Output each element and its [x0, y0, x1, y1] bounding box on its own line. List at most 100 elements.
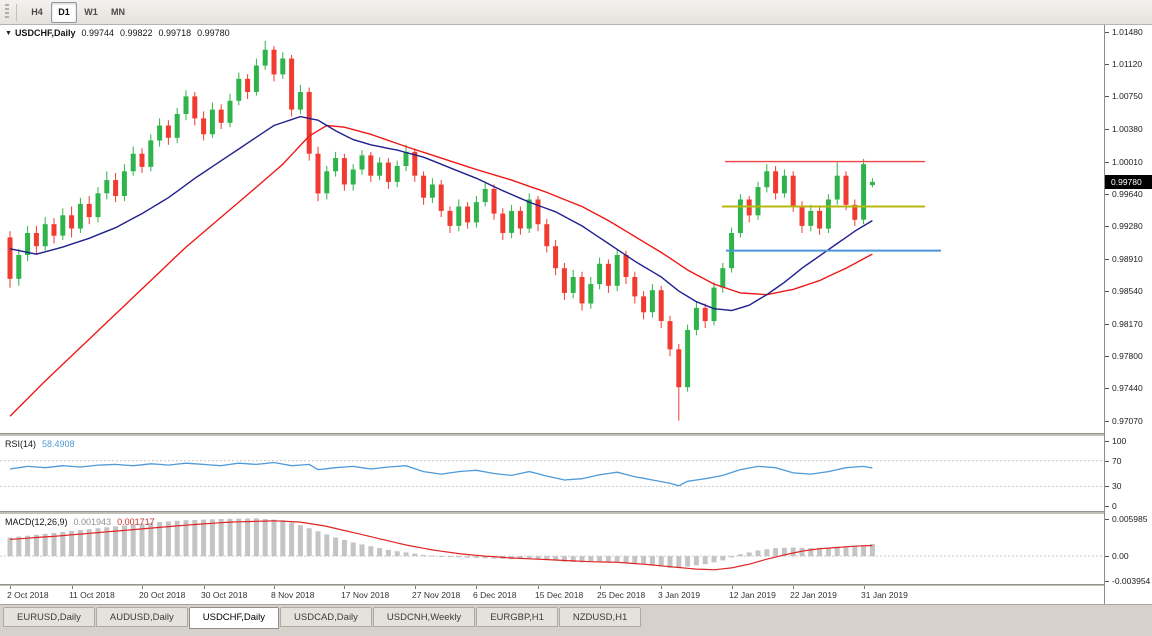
time-scale-label: 6 Dec 2018 — [473, 590, 517, 600]
price-scale-label: 0.98170 — [1112, 319, 1143, 329]
time-scale-label: 30 Oct 2018 — [201, 590, 248, 600]
macd-indicator-panel: MACD(12,26,9) 0.001943 0.001717 — [0, 514, 1104, 584]
time-scale-label: 2 Oct 2018 — [7, 590, 49, 600]
panel-splitter[interactable] — [0, 511, 1152, 514]
period-button-mn[interactable]: MN — [111, 6, 125, 17]
chart-tab-usdcnh-weekly[interactable]: USDCNH,Weekly — [372, 607, 476, 627]
time-scale-tick — [793, 586, 794, 589]
price-scale-tick — [1105, 96, 1109, 97]
main-chart-panel: ▼ USDCHF,Daily 0.99744 0.99822 0.99718 0.9978… — [0, 25, 1104, 433]
time-scale-tick — [732, 586, 733, 589]
price-scale-tick — [1105, 194, 1109, 195]
macd-label: MACD(12,26,9) 0.001943 0.001717 — [5, 517, 155, 527]
time-scale-tick — [661, 586, 662, 589]
price-scale-tick — [1105, 129, 1109, 130]
toolbar-grip-icon[interactable] — [5, 4, 9, 20]
price-scale[interactable]: 1.01480 1.01120 1.00750 1.00380 1.00010 0.996… — [1104, 25, 1152, 604]
chart-tab-nzdusd-h1[interactable]: NZDUSD,H1 — [558, 607, 642, 627]
price-scale-label: 1.00010 — [1112, 157, 1143, 167]
time-scale-label: 15 Dec 2018 — [535, 590, 584, 600]
price-scale-tick — [1105, 259, 1109, 260]
chart-tab-audusd-daily[interactable]: AUDUSD,Daily — [95, 607, 188, 627]
time-scale-label: 11 Oct 2018 — [69, 590, 115, 600]
time-scale-tick — [538, 586, 539, 589]
macd-chart-canvas[interactable] — [0, 514, 1104, 584]
price-scale-label: 0.97070 — [1112, 416, 1143, 426]
panel-splitter[interactable] — [0, 584, 1152, 586]
price-scale-label: 0.99280 — [1112, 221, 1143, 231]
rsi-label: RSI(14) 58.4908 — [5, 439, 75, 449]
rsi-value: 58.4908 — [42, 439, 75, 449]
rsi-scale-tick — [1105, 486, 1109, 487]
panel-splitter[interactable] — [0, 433, 1152, 436]
price-chart-canvas[interactable] — [0, 25, 1104, 433]
fast-ma-line — [9, 115, 873, 312]
macd-scale-tick — [1105, 519, 1109, 520]
price-scale-label: 1.01120 — [1112, 59, 1143, 69]
ohlc-low: 0.99718 — [158, 28, 192, 38]
time-scale-tick — [600, 586, 601, 589]
time-scale-tick — [415, 586, 416, 589]
macd-scale-tick — [1105, 581, 1109, 582]
period-button-d1[interactable]: D1 — [51, 1, 77, 23]
chart-tab-bar: EURUSD,Daily AUDUSD,Daily USDCHF,Daily USDC… — [0, 604, 1152, 636]
time-scale[interactable]: 2 Oct 2018 11 Oct 2018 20 Oct 2018 30 Oct 2… — [0, 586, 1104, 604]
time-scale-label: 20 Oct 2018 — [139, 590, 186, 600]
ohlc-close: 0.99780 — [197, 28, 230, 38]
period-button-w1[interactable]: W1 — [84, 6, 98, 17]
chart-tab-eurusd-daily[interactable]: EURUSD,Daily — [3, 607, 95, 627]
price-scale-label: 0.99640 — [1112, 189, 1143, 199]
time-scale-label: 12 Jan 2019 — [729, 590, 776, 600]
timeframe-buttons: H4 D1 W1 MN — [24, 1, 132, 23]
price-scale-label: 1.00750 — [1112, 91, 1143, 101]
rsi-scale-tick — [1105, 441, 1109, 442]
price-scale-tick — [1105, 388, 1109, 389]
period-button-h4[interactable]: H4 — [31, 6, 43, 17]
price-scale-label: 1.01480 — [1112, 27, 1143, 37]
macd-signal-line — [9, 520, 873, 571]
rsi-line — [9, 461, 873, 487]
rsi-name: RSI(14) — [5, 439, 37, 449]
chart-title: ▼ USDCHF,Daily 0.99744 0.99822 0.99718 0.9978… — [5, 28, 230, 38]
price-scale-tick — [1105, 162, 1109, 163]
time-scale-label: 3 Jan 2019 — [658, 590, 701, 600]
time-scale-label: 25 Dec 2018 — [597, 590, 646, 600]
chart-tab-eurgbp-h1[interactable]: EURGBP,H1 — [476, 607, 558, 627]
chart-tab-usdchf-daily[interactable]: USDCHF,Daily — [188, 607, 280, 629]
price-scale-label: 1.00380 — [1112, 124, 1143, 134]
time-scale-tick — [476, 586, 477, 589]
macd-signal-value: 0.001717 — [117, 517, 155, 527]
time-scale-label: 17 Nov 2018 — [341, 590, 390, 600]
time-scale-tick — [142, 586, 143, 589]
macd-main-value: 0.001943 — [73, 517, 112, 527]
macd-scale-label: 0.005985 — [1112, 514, 1148, 524]
price-scale-label: 0.97800 — [1112, 351, 1143, 361]
rsi-scale-label: 30 — [1112, 481, 1122, 491]
ohlc-high: 0.99822 — [120, 28, 153, 38]
timeframe-toolbar: H4 D1 W1 MN — [0, 0, 1152, 25]
time-scale-label: 22 Jan 2019 — [790, 590, 837, 600]
macd-scale-label: -0.003954 — [1112, 576, 1151, 586]
rsi-scale-tick — [1105, 461, 1109, 462]
price-scale-tick — [1105, 356, 1109, 357]
price-scale-label: 0.98910 — [1112, 254, 1143, 264]
time-scale-label: 27 Nov 2018 — [412, 590, 461, 600]
price-scale-tick — [1105, 64, 1109, 65]
ohlc-open: 0.99744 — [81, 28, 114, 38]
time-scale-tick — [344, 586, 345, 589]
current-price-badge: 0.99780 — [1105, 175, 1152, 189]
rsi-chart-canvas[interactable] — [0, 436, 1104, 511]
chart-marker-icon: ▼ — [5, 30, 12, 37]
time-scale-tick — [72, 586, 73, 589]
toolbar-separator — [16, 3, 17, 21]
price-scale-tick — [1105, 324, 1109, 325]
time-scale-tick — [10, 586, 11, 589]
chart-symbol-label: USDCHF,Daily — [14, 28, 76, 38]
price-scale-tick — [1105, 226, 1109, 227]
price-scale-label: 0.98540 — [1112, 286, 1143, 296]
price-scale-label: 0.97440 — [1112, 383, 1143, 393]
chart-tab-usdcad-daily[interactable]: USDCAD,Daily — [280, 607, 372, 627]
rsi-scale-label: 100 — [1112, 436, 1127, 446]
time-scale-tick — [204, 586, 205, 589]
